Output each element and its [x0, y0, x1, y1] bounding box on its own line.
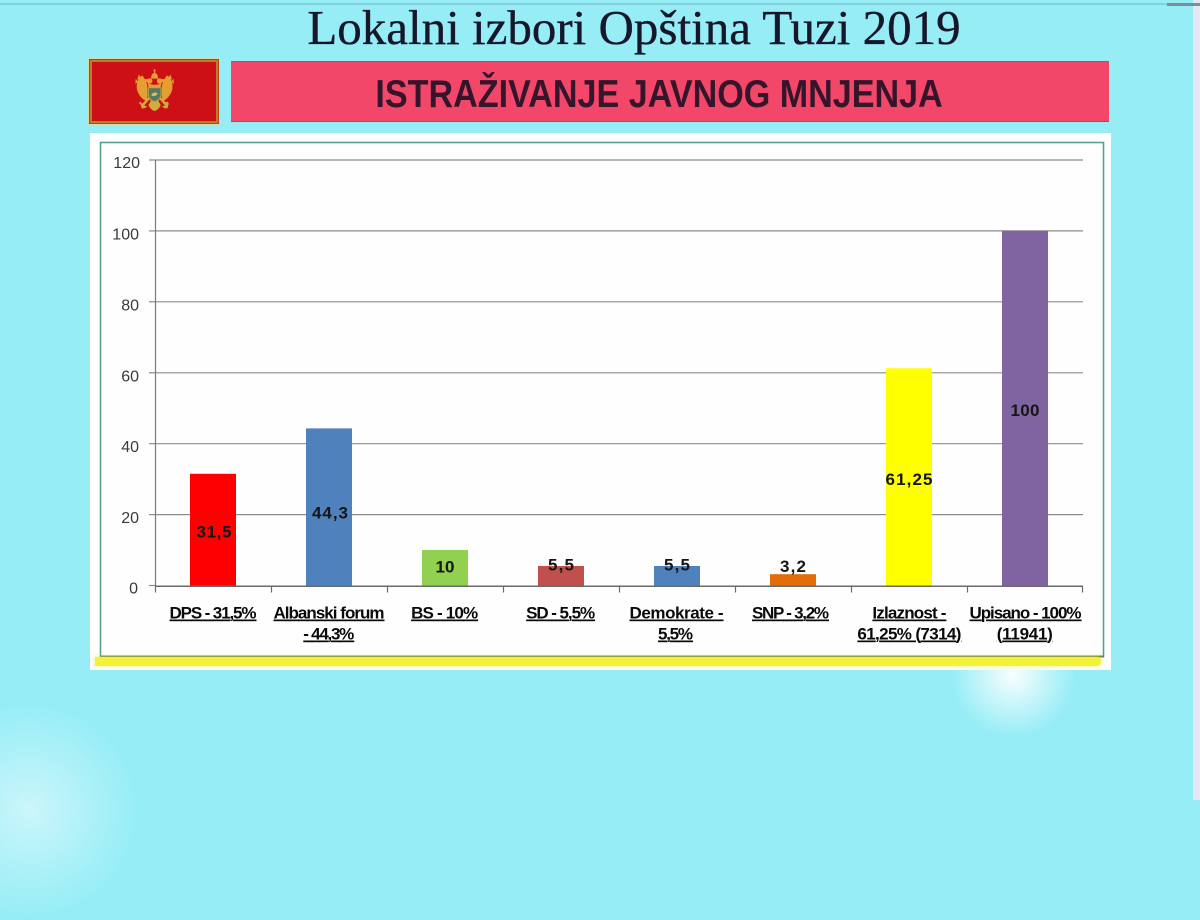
svg-text:3,2: 3,2 [780, 557, 806, 576]
svg-text:0: 0 [129, 581, 138, 598]
svg-text:- 44,3%: - 44,3% [303, 625, 354, 644]
svg-text:120: 120 [113, 155, 140, 172]
svg-text:Albanski forum: Albanski forum [274, 604, 385, 623]
svg-text:61,25: 61,25 [886, 470, 933, 489]
svg-text:Upisano - 100%: Upisano - 100% [970, 604, 1082, 623]
svg-text:100: 100 [1011, 401, 1040, 420]
svg-text:10: 10 [436, 558, 455, 577]
svg-text:SNP - 3,2%: SNP - 3,2% [752, 604, 829, 623]
svg-text:(11941): (11941) [997, 625, 1053, 644]
svg-text:5,5: 5,5 [548, 556, 574, 575]
svg-text:44,3: 44,3 [312, 504, 348, 523]
svg-text:Demokrate -: Demokrate - [630, 604, 724, 623]
svg-text:Izlaznost -: Izlaznost - [872, 604, 946, 623]
svg-text:DPS - 31,5%: DPS - 31,5% [170, 604, 257, 623]
svg-text:61,25% (7314): 61,25% (7314) [857, 625, 961, 644]
svg-text:5,5: 5,5 [664, 556, 690, 575]
svg-text:31,5: 31,5 [197, 523, 232, 542]
svg-text:80: 80 [121, 297, 139, 314]
svg-text:60: 60 [121, 368, 139, 385]
svg-text:100: 100 [112, 226, 139, 243]
svg-text:5,5%: 5,5% [658, 625, 693, 644]
svg-text:20: 20 [121, 510, 139, 527]
svg-text:40: 40 [121, 439, 139, 456]
svg-text:SD - 5,5%: SD - 5,5% [526, 604, 595, 623]
svg-text:BS - 10%: BS - 10% [411, 604, 478, 623]
